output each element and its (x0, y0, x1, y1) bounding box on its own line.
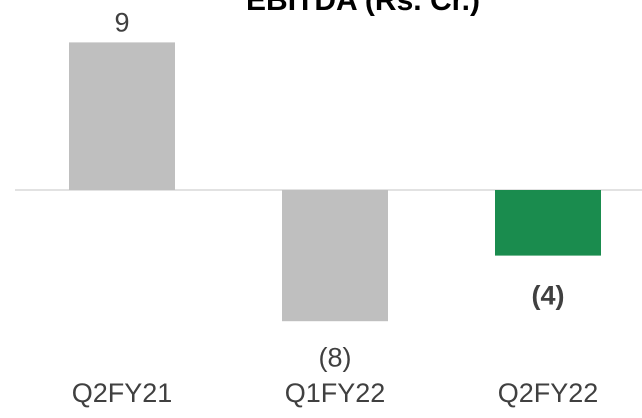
value-label: 9 (114, 8, 129, 38)
bar (495, 190, 601, 256)
bar (282, 190, 388, 322)
value-label: (8) (319, 342, 352, 372)
bar (69, 42, 175, 191)
chart-title: EBITDA (Rs. Cr.) (246, 0, 480, 17)
x-tick-label: Q2FY22 (498, 378, 599, 408)
value-label: (4) (532, 281, 565, 311)
x-tick-label: Q1FY22 (285, 378, 386, 408)
x-tick-label: Q2FY21 (72, 378, 173, 408)
